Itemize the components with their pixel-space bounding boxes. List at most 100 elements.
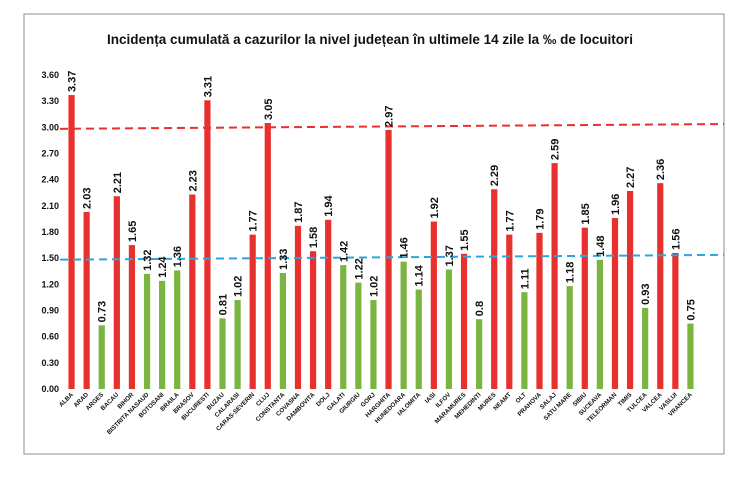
y-tick-label: 2.70 [41, 149, 59, 159]
value-label: 1.79 [535, 208, 547, 229]
value-label: 1.85 [580, 203, 592, 224]
y-tick-label: 0.30 [41, 358, 59, 368]
bar [279, 272, 286, 389]
chart-border [23, 13, 725, 455]
bar [294, 225, 302, 389]
y-tick-label: 0.00 [41, 384, 59, 394]
y-tick-label: 1.50 [41, 253, 59, 263]
value-label: 1.18 [565, 262, 577, 283]
value-label: 0.93 [640, 283, 652, 304]
value-label: 3.37 [67, 71, 79, 92]
y-tick-label: 2.10 [41, 201, 59, 211]
bar [189, 194, 196, 389]
value-label: 2.97 [384, 106, 396, 127]
value-label: 1.94 [323, 194, 335, 216]
bar [128, 245, 136, 389]
reference-line [59, 123, 725, 130]
value-label: 1.92 [429, 197, 441, 218]
value-label: 1.37 [444, 245, 456, 266]
bar [355, 282, 362, 389]
value-label: 2.29 [489, 165, 501, 186]
reference-line [59, 253, 725, 261]
y-tick-label: 3.60 [41, 70, 59, 80]
value-labels: 3.37 2.03 0.73 2.21 1.651.32 1.24 1.36 2.23 3.31… [67, 71, 698, 323]
bar [143, 273, 151, 389]
value-label: 1.56 [670, 229, 682, 250]
value-label: 3.05 [263, 99, 275, 120]
bar [536, 232, 543, 389]
bar [174, 270, 181, 389]
bar [309, 251, 317, 389]
value-label: 1.87 [293, 201, 305, 222]
value-label: 1.11 [519, 268, 531, 289]
y-tick-label: 2.40 [41, 175, 59, 185]
bar [370, 300, 377, 389]
bar [415, 289, 422, 389]
value-label: 1.32 [142, 249, 154, 270]
value-label: 2.27 [625, 167, 637, 188]
value-label: 1.46 [399, 237, 411, 258]
y-tick-label: 1.80 [41, 227, 59, 237]
bar [460, 253, 468, 389]
bar [521, 292, 528, 389]
bar [340, 265, 347, 389]
bar [687, 323, 694, 389]
value-label: 0.73 [97, 301, 109, 322]
value-label: 1.24 [157, 256, 169, 278]
bar [249, 234, 256, 389]
bar [596, 259, 603, 389]
bar [657, 183, 664, 389]
value-label: 1.96 [610, 194, 622, 215]
bar [581, 227, 588, 389]
value-label: 1.77 [248, 210, 260, 231]
bar [204, 100, 211, 390]
value-label: 0.75 [685, 299, 697, 320]
bar [83, 211, 90, 389]
value-label: 2.03 [82, 188, 94, 209]
bar [445, 269, 453, 389]
bar [400, 261, 407, 389]
bar [506, 234, 513, 389]
y-tick-label: 1.20 [41, 279, 59, 289]
y-tick-label: 0.90 [41, 306, 59, 316]
value-label: 2.36 [655, 159, 667, 180]
value-label: 1.48 [595, 235, 607, 256]
value-label: 1.36 [172, 246, 184, 267]
y-tick-label: 3.30 [41, 96, 59, 106]
reference-lines [59, 123, 725, 261]
bar [159, 280, 166, 389]
bar [642, 307, 649, 389]
value-label: 1.14 [414, 264, 426, 286]
value-label: 2.23 [187, 170, 199, 191]
bars-group [68, 95, 694, 390]
bar [385, 129, 392, 389]
bar [566, 286, 573, 389]
y-tick-label: 3.00 [41, 122, 59, 132]
bar [325, 219, 332, 389]
y-tick-label: 0.60 [41, 332, 59, 342]
value-label: 1.22 [353, 258, 365, 279]
value-label: 0.8 [474, 301, 486, 316]
value-label: 2.21 [112, 172, 124, 193]
value-label: 1.33 [278, 249, 290, 270]
bar [626, 191, 634, 389]
bar [113, 196, 120, 389]
bar [234, 300, 241, 389]
bar [264, 122, 271, 389]
chart-title: Incidența cumulată a cazurilor la nivel … [107, 32, 633, 47]
y-axis: 0.00 0.30 0.60 0.90 1.20 1.50 1.80 2.10 2.40 2.70… [41, 70, 59, 394]
bar [491, 189, 498, 389]
value-label: 1.02 [233, 276, 245, 297]
value-label: 1.58 [308, 227, 320, 248]
value-label: 3.31 [202, 76, 214, 97]
bar [98, 325, 105, 389]
value-label: 1.65 [127, 221, 139, 242]
value-label: 1.02 [368, 276, 380, 297]
bar [219, 318, 226, 389]
value-label: 1.77 [504, 210, 516, 231]
value-label: 1.55 [459, 229, 471, 250]
bar [430, 221, 437, 389]
value-label: 1.42 [338, 241, 350, 262]
